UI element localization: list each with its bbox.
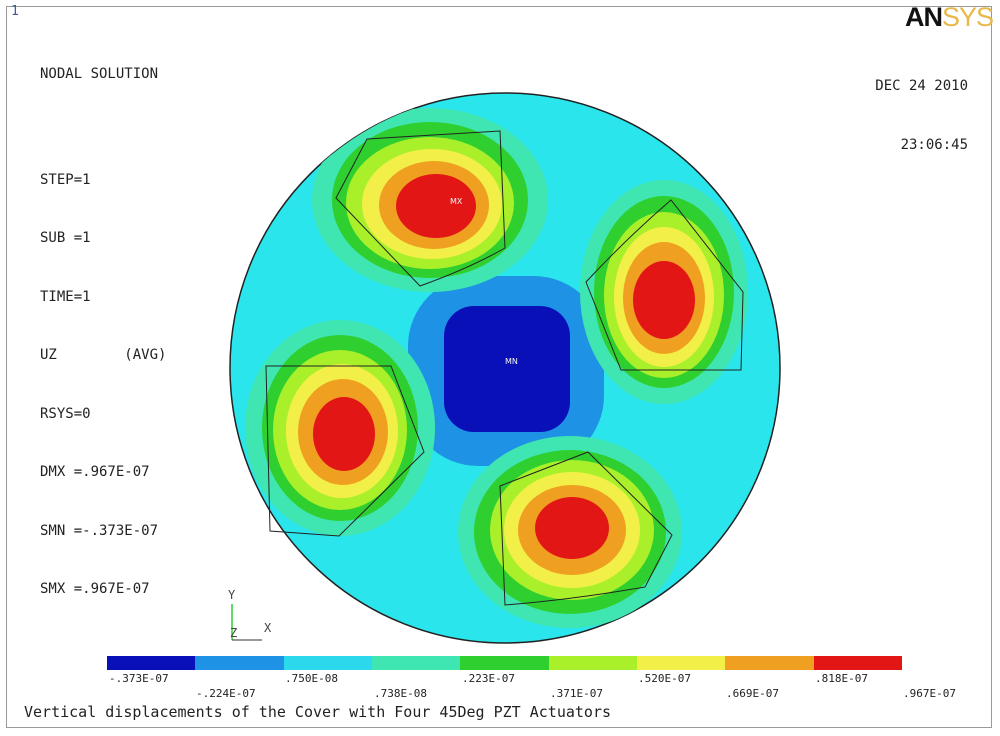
info-smx: SMX =.967E-07	[40, 581, 150, 597]
date-text: DEC 24 2010	[875, 78, 968, 94]
legend-swatch-6	[548, 656, 637, 670]
info-rsys: RSYS=0	[40, 405, 91, 422]
legend-swatch-8	[725, 656, 814, 670]
legend-swatch-5	[460, 656, 549, 670]
color-legend-bar	[107, 656, 902, 670]
actuator-top-outline	[335, 130, 506, 287]
actuator-left-contours	[245, 320, 435, 536]
legend-tick-lower: .371E-07	[550, 687, 603, 700]
info-sub: SUB =1	[40, 230, 91, 246]
info-step: STEP=1	[40, 171, 91, 188]
legend-tick-lower: .669E-07	[726, 687, 779, 700]
actuator-right-outline	[585, 199, 744, 371]
axis-z-label: Z	[230, 626, 238, 640]
info-result-item: UZ (AVG)	[40, 347, 167, 363]
time-text: 23:06:45	[900, 136, 968, 153]
window-number: 1	[11, 4, 19, 19]
legend-swatch-9	[813, 656, 902, 670]
legend-swatch-1	[107, 656, 196, 670]
actuator-right-contours	[580, 180, 748, 404]
legend-tick-upper: .818E-07	[815, 672, 868, 685]
min-marker: MN	[505, 357, 518, 366]
axis-y-label: Y	[228, 588, 236, 602]
legend-tick-upper: .750E-08	[285, 672, 338, 685]
info-smn: SMN =-.373E-07	[40, 522, 159, 539]
info-time: TIME=1	[40, 288, 91, 305]
graphics-window-frame	[6, 6, 992, 728]
axis-x-label: X	[264, 621, 272, 635]
actuator-top-contours	[312, 108, 548, 292]
legend-swatch-7	[636, 656, 726, 670]
legend-tick-upper: .223E-07	[462, 672, 515, 685]
plot-caption: Vertical displacements of the Cover with…	[24, 703, 611, 721]
legend-tick-lower: .967E-07	[903, 687, 956, 700]
solution-info-block: NODAL SOLUTION STEP=1 SUB =1 TIME=1 UZ (…	[40, 26, 166, 619]
axis-triad	[231, 604, 262, 641]
info-title: NODAL SOLUTION	[40, 66, 159, 82]
timestamp: DEC 24 2010 23:06:45	[875, 38, 968, 175]
legend-tick-upper: .520E-07	[638, 672, 691, 685]
max-marker: MX	[450, 197, 463, 206]
legend-tick-lower: .738E-08	[374, 687, 427, 700]
ansys-logo: ANSYS	[905, 2, 994, 32]
center-depression	[408, 276, 604, 466]
info-dmx: DMX =.967E-07	[40, 464, 150, 480]
actuator-bottom-contours	[458, 436, 682, 628]
actuator-bottom-outline	[499, 451, 673, 606]
legend-swatch-2	[195, 656, 284, 670]
legend-tick-lower: -.224E-07	[196, 687, 256, 700]
legend-swatch-4	[371, 656, 461, 670]
legend-swatch-3	[283, 656, 372, 670]
legend-tick-upper: -.373E-07	[109, 672, 169, 685]
actuator-left-outline	[265, 365, 425, 537]
